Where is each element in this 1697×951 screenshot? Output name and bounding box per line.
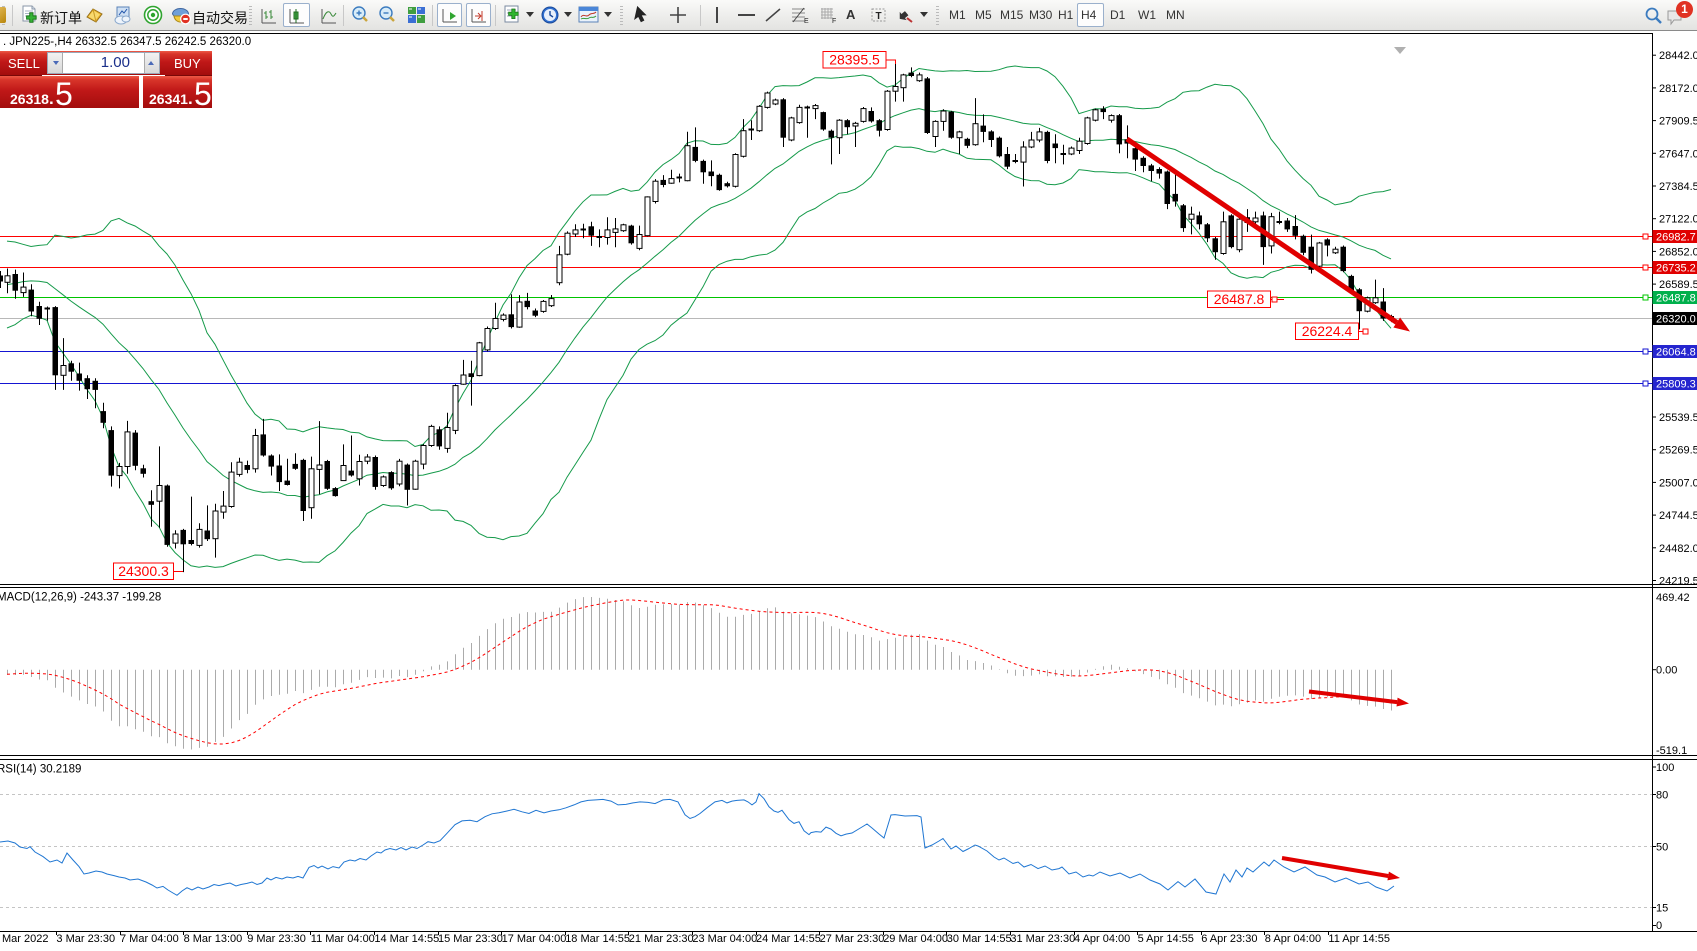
svg-text:25007.0: 25007.0: [1659, 477, 1697, 489]
svg-text:24219.5: 24219.5: [1659, 576, 1697, 588]
svg-text:11 Mar 04:00: 11 Mar 04:00: [311, 933, 375, 945]
svg-text:27 Mar 23:30: 27 Mar 23:30: [820, 933, 885, 945]
svg-text:23 Mar 04:00: 23 Mar 04:00: [692, 933, 757, 945]
svg-text:26320.0: 26320.0: [1656, 314, 1696, 326]
svg-text:26487.8: 26487.8: [1656, 293, 1696, 305]
svg-text:30 Mar 14:55: 30 Mar 14:55: [947, 933, 1012, 945]
svg-text:26224.4: 26224.4: [1302, 323, 1353, 339]
svg-text:0.00: 0.00: [1656, 665, 1677, 677]
svg-text:31 Mar 23:30: 31 Mar 23:30: [1010, 933, 1075, 945]
svg-text:25809.3: 25809.3: [1656, 379, 1696, 391]
svg-text:24 Mar 14:55: 24 Mar 14:55: [756, 933, 821, 945]
svg-text:25539.5: 25539.5: [1659, 412, 1697, 424]
svg-text:T: T: [876, 11, 882, 22]
svg-text:Mar 2022: Mar 2022: [2, 933, 48, 945]
svg-text:7 Mar 04:00: 7 Mar 04:00: [120, 933, 179, 945]
svg-text:21 Mar 23:30: 21 Mar 23:30: [629, 933, 694, 945]
svg-text:26852.0: 26852.0: [1659, 246, 1697, 258]
svg-text:26735.2: 26735.2: [1656, 263, 1696, 275]
svg-text:25269.5: 25269.5: [1659, 445, 1697, 457]
svg-text:24482.0: 24482.0: [1659, 543, 1697, 555]
svg-text:80: 80: [1656, 790, 1668, 802]
svg-text:11 Apr 14:55: 11 Apr 14:55: [1328, 933, 1390, 945]
svg-text:RSI(14) 30.2189: RSI(14) 30.2189: [0, 764, 81, 776]
svg-text:27647.0: 27647.0: [1659, 148, 1697, 160]
svg-text:24300.3: 24300.3: [118, 563, 169, 579]
svg-text:15 Mar 23:30: 15 Mar 23:30: [438, 933, 503, 945]
svg-text:14 Mar 14:55: 14 Mar 14:55: [374, 933, 439, 945]
svg-text:4 Apr 04:00: 4 Apr 04:00: [1074, 933, 1130, 945]
svg-text:F: F: [832, 18, 836, 25]
svg-text:-519.1: -519.1: [1656, 745, 1687, 757]
svg-text:8 Apr 04:00: 8 Apr 04:00: [1265, 933, 1321, 945]
svg-text:MACD(12,26,9) -243.37 -199.28: MACD(12,26,9) -243.37 -199.28: [0, 592, 161, 604]
svg-text:5 Apr 14:55: 5 Apr 14:55: [1138, 933, 1194, 945]
svg-text:3 Mar 23:30: 3 Mar 23:30: [56, 933, 115, 945]
svg-text:17 Mar 04:00: 17 Mar 04:00: [502, 933, 567, 945]
svg-text:469.42: 469.42: [1656, 592, 1690, 604]
svg-text:26064.8: 26064.8: [1656, 347, 1696, 359]
svg-text:50: 50: [1656, 842, 1668, 854]
svg-text:29 Mar 04:00: 29 Mar 04:00: [883, 933, 948, 945]
svg-text:26982.7: 26982.7: [1656, 232, 1696, 244]
svg-text:26487.8: 26487.8: [1214, 291, 1265, 307]
svg-text:8 Mar 13:00: 8 Mar 13:00: [184, 933, 243, 945]
svg-text:27909.5: 27909.5: [1659, 116, 1697, 128]
svg-text:27122.0: 27122.0: [1659, 214, 1697, 226]
svg-text:E: E: [804, 18, 809, 25]
svg-text:27384.5: 27384.5: [1659, 181, 1697, 193]
svg-text:28442.0: 28442.0: [1659, 50, 1697, 62]
svg-text:6 Apr 23:30: 6 Apr 23:30: [1201, 933, 1257, 945]
svg-text:24744.5: 24744.5: [1659, 510, 1697, 522]
svg-text:100: 100: [1656, 762, 1674, 774]
svg-text:26589.5: 26589.5: [1659, 279, 1697, 291]
svg-text:18 Mar 14:55: 18 Mar 14:55: [565, 933, 630, 945]
svg-text:. JPN225-,H4 26332.5 26347.5: . JPN225-,H4 26332.5 26347.5 26242.5 263…: [3, 36, 251, 48]
svg-text:28395.5: 28395.5: [829, 52, 880, 68]
svg-text:9 Mar 23:30: 9 Mar 23:30: [247, 933, 306, 945]
svg-text:15: 15: [1656, 903, 1668, 915]
svg-text:0: 0: [1656, 920, 1662, 932]
svg-text:28172.0: 28172.0: [1659, 83, 1697, 95]
